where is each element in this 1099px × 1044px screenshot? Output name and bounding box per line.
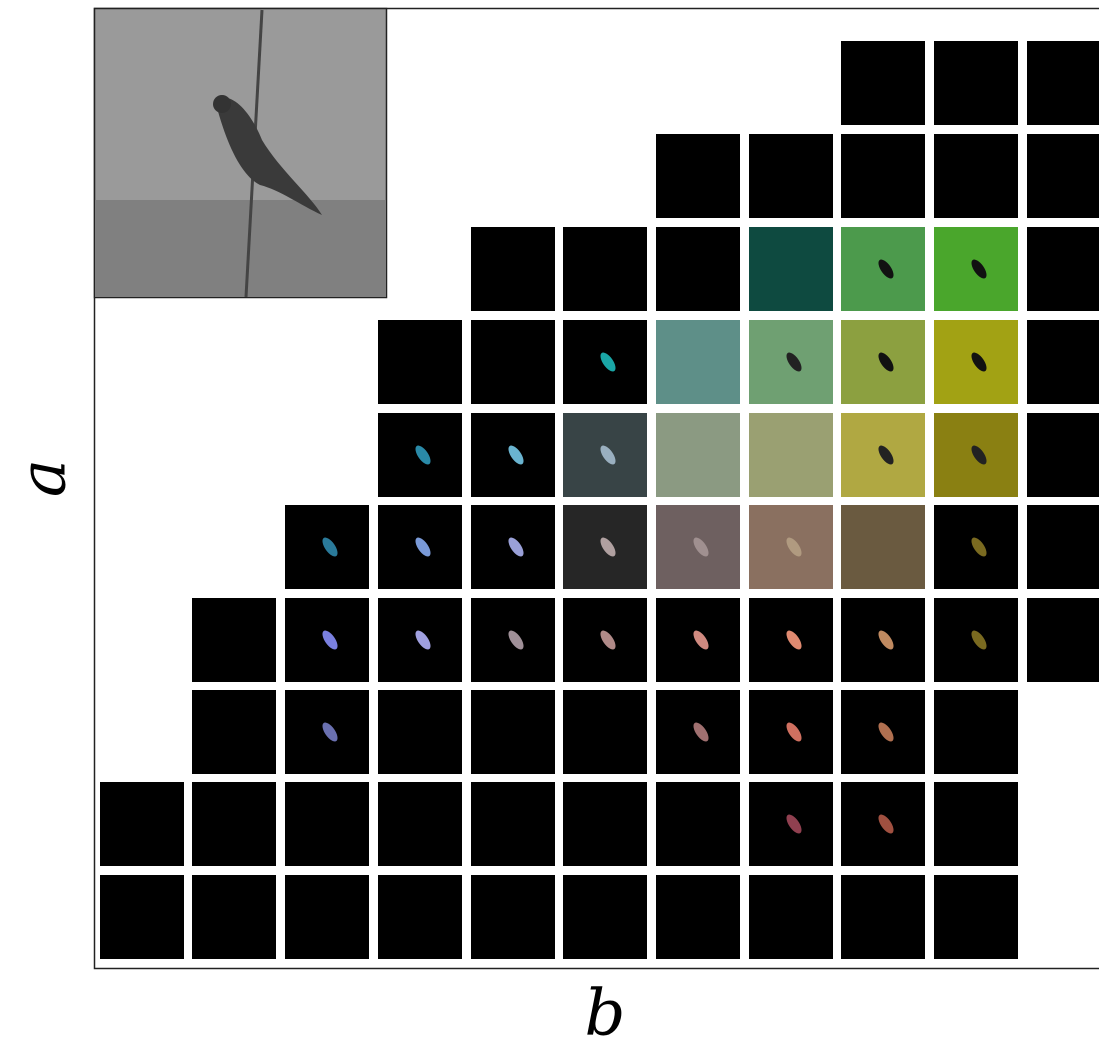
tile	[1027, 413, 1099, 497]
tile	[378, 875, 462, 959]
tile	[471, 782, 555, 866]
grayscale-photo	[95, 9, 387, 298]
tile	[285, 875, 369, 959]
tile	[285, 782, 369, 866]
tile	[749, 227, 833, 311]
tile	[749, 875, 833, 959]
tile	[656, 413, 740, 497]
x-axis-label: b	[585, 977, 626, 1044]
tile	[100, 875, 184, 959]
tile	[1027, 227, 1099, 311]
tile	[656, 875, 740, 959]
tile	[656, 134, 740, 218]
tile	[656, 227, 740, 311]
tile	[934, 134, 1018, 218]
tile	[192, 690, 276, 774]
tile	[656, 782, 740, 866]
tile	[378, 690, 462, 774]
tile	[749, 413, 833, 497]
tile	[563, 782, 647, 866]
tile	[471, 227, 555, 311]
tile	[841, 875, 925, 959]
tile	[1027, 505, 1099, 589]
tile	[934, 41, 1018, 125]
tile	[192, 598, 276, 682]
tile	[1027, 41, 1099, 125]
tile	[563, 227, 647, 311]
tile	[841, 41, 925, 125]
tile	[934, 690, 1018, 774]
tile	[934, 875, 1018, 959]
tile	[378, 782, 462, 866]
tile	[841, 505, 925, 589]
tile	[471, 690, 555, 774]
tile	[749, 134, 833, 218]
tile	[471, 320, 555, 404]
tile	[841, 134, 925, 218]
tile	[563, 690, 647, 774]
tile	[1027, 320, 1099, 404]
tile	[1027, 598, 1099, 682]
tile	[563, 875, 647, 959]
tile	[378, 320, 462, 404]
tile	[100, 782, 184, 866]
tile	[192, 782, 276, 866]
tile	[471, 875, 555, 959]
figure: a b	[0, 0, 1099, 1044]
tile	[656, 320, 740, 404]
y-axis-label: a	[7, 459, 81, 497]
tile	[192, 875, 276, 959]
tile	[1027, 134, 1099, 218]
tile	[934, 782, 1018, 866]
